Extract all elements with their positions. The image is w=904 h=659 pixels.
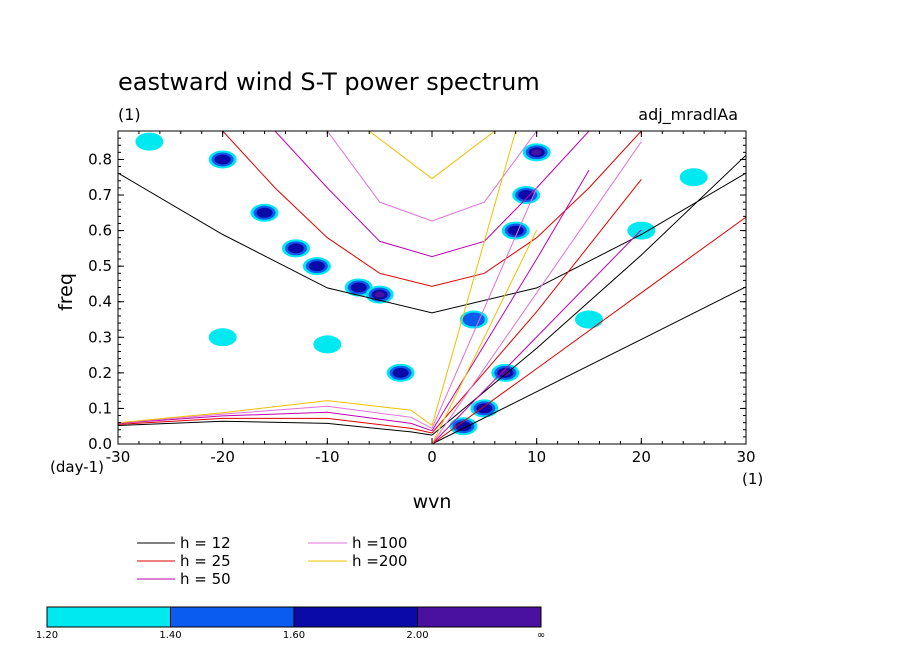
y-tick-label: 0.2	[88, 364, 112, 382]
colorbar: 1.20 1.40 1.60 2.00 ∞	[36, 606, 545, 641]
curve-h100-ig	[326, 131, 538, 222]
chart-title: eastward wind S-T power spectrum	[118, 68, 540, 96]
power-region-3	[374, 291, 385, 298]
colorbar-label: ∞	[537, 630, 545, 641]
y-tick-label: 0.8	[88, 150, 112, 168]
legend-label: h =100	[352, 534, 407, 552]
curve-h100-eig	[431, 187, 538, 429]
curve-h25-ig	[222, 131, 642, 287]
x-tick-label: -10	[315, 448, 340, 466]
x-tick-label: 0	[427, 448, 437, 466]
power-region-13	[462, 312, 485, 327]
colorbar-segment	[417, 606, 542, 628]
legend-label: h = 50	[180, 570, 231, 588]
colorbar-segment	[46, 606, 171, 628]
curve-h100-kelvin	[431, 141, 642, 444]
power-region-16	[135, 132, 164, 151]
curve-h25-kelvin	[431, 216, 746, 444]
power-region-19	[208, 328, 237, 347]
colorbar-label: 1.60	[283, 630, 305, 641]
dispersion-curves	[118, 131, 746, 444]
curve-h12-mrg	[118, 420, 433, 436]
power-region-6	[507, 225, 524, 236]
x-axis-label: wvn	[413, 491, 452, 513]
power-region-17	[313, 335, 342, 354]
x-tick-label: 20	[632, 448, 651, 466]
y-tick-label: 0.5	[88, 257, 112, 275]
power-region-18	[575, 310, 603, 329]
power-region-12	[392, 367, 409, 378]
curve-h50-kelvin	[431, 229, 642, 444]
legend-label: h = 12	[180, 534, 231, 552]
power-contours	[135, 132, 708, 436]
curve-h100-mrg	[118, 405, 433, 429]
curve-h50-mrg	[118, 411, 433, 432]
curve-h25-eig	[431, 179, 642, 434]
power-region-5	[214, 154, 231, 165]
y-axis: 0.0 0.1 0.2 0.3 0.4 0.5 0.6 0.7 0.8	[88, 137, 746, 453]
curve-h12-eig	[431, 154, 746, 436]
power-region-0	[287, 243, 304, 254]
curve-h200-kelvin	[431, 229, 538, 444]
legend-label: h =200	[352, 552, 407, 570]
x-tick-label: -20	[210, 448, 235, 466]
curve-h200-mrg	[118, 400, 433, 426]
y-tick-label: 0.4	[88, 293, 112, 311]
subtitle-left: (1)	[118, 105, 141, 124]
y-tick-label: 0.7	[88, 186, 112, 204]
y-tick-label: 0.6	[88, 222, 112, 240]
x-axis: -30 -20 -10 0 10 20 30	[106, 131, 756, 466]
y-units-label: (day-1)	[50, 458, 104, 476]
curve-h12-kelvin	[431, 286, 746, 444]
y-axis-label: freq	[55, 273, 77, 311]
power-region-1	[308, 261, 325, 272]
y-tick-label: 0.1	[88, 399, 112, 417]
colorbar-segment	[293, 606, 418, 628]
subtitle-right: adj_mradlAa	[638, 105, 738, 125]
curve-h25-mrg	[118, 417, 433, 434]
colorbar-label: 2.00	[406, 630, 428, 641]
x-tick-label: 30	[736, 448, 755, 466]
y-tick-label: 0.0	[88, 435, 112, 453]
power-region-15	[679, 168, 708, 187]
curve-h50-eig	[431, 169, 590, 432]
x-tick-label: 10	[527, 448, 546, 466]
x-units-label: (1)	[742, 470, 763, 488]
curve-h200-eig	[431, 131, 517, 426]
curve-h12-ig	[118, 172, 746, 314]
power-region-7	[518, 190, 535, 201]
power-region-2	[350, 282, 367, 293]
colorbar-segment	[170, 606, 295, 628]
y-tick-label: 0.3	[88, 328, 112, 346]
plot-frame	[117, 130, 747, 445]
power-region-4	[256, 207, 273, 218]
curve-h200-ig	[368, 131, 496, 180]
x-tick-label: -30	[106, 448, 131, 466]
power-region-11	[455, 421, 472, 432]
legend-label: h = 25	[180, 552, 231, 570]
colorbar-label: 1.40	[159, 630, 181, 641]
power-region-14	[627, 221, 656, 240]
power-region-10	[476, 403, 493, 414]
colorbar-label: 1.20	[36, 630, 58, 641]
power-region-8	[531, 149, 542, 156]
